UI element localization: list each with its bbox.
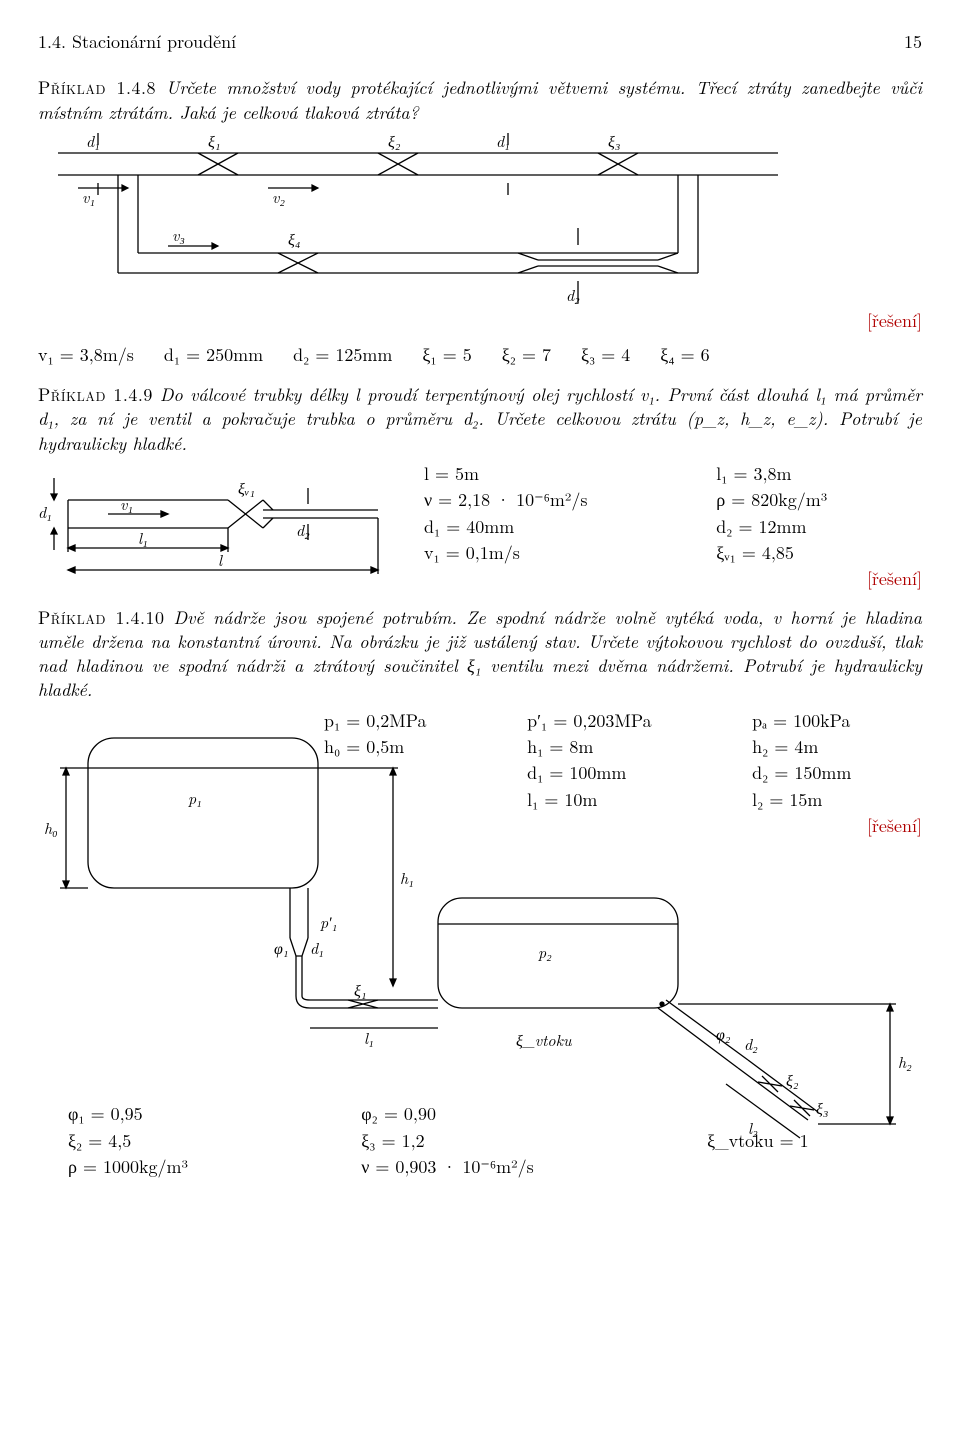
svg-text:ξ₁: ξ₁ [208, 133, 220, 152]
param [707, 1102, 922, 1126]
page-number: 15 [904, 30, 922, 54]
ex149-figure: d₁ v₁ ξᵥ₁ d₂ l₁ l [38, 470, 398, 580]
svg-text:ξ₁: ξ₁ [354, 978, 366, 1001]
ex149-solution-link[interactable]: [řešení] [424, 567, 922, 591]
ex148-solution-link[interactable]: [řešení] [867, 309, 922, 333]
svg-text:ξ₄: ξ₄ [288, 227, 300, 250]
param: h₂ = 4m [752, 735, 922, 759]
param: ρ = 1000kg/m³ [68, 1155, 301, 1179]
svg-text:ξ₂: ξ₂ [388, 133, 401, 152]
svg-text:ξ₃: ξ₃ [608, 133, 620, 152]
ex1410-statement: Příklad 1.4.10 Dvě nádrže jsou spojené p… [38, 606, 922, 703]
param: l = 5m [424, 462, 682, 486]
param: h₀ = 0,5m [324, 735, 497, 759]
param: d₂ = 150mm [752, 761, 922, 785]
svg-text:v₁: v₁ [82, 185, 95, 208]
section-title: 1.4. Stacionární proudění [38, 30, 236, 54]
param [707, 1155, 922, 1179]
param: ξ₁ = 5 [422, 343, 471, 367]
ex1410-solution-link[interactable]: [řešení] [324, 814, 922, 838]
param: v₁ = 0,1m/s [424, 541, 682, 565]
param: pₐ = 100kPa [752, 709, 922, 733]
ex148-statement: Příklad 1.4.8 Určete množství vody proté… [38, 76, 922, 125]
param: ξ₃ = 1,2 [361, 1129, 647, 1153]
param: ν = 0,903 · 10⁻⁶m²/s [361, 1155, 647, 1179]
param: ξ₂ = 4,5 [68, 1129, 301, 1153]
param: h₁ = 8m [527, 735, 722, 759]
svg-text:v₃: v₃ [172, 223, 185, 246]
param [324, 788, 497, 812]
ex148-text: Určete množství vody protékající jednotl… [38, 75, 922, 124]
param: ξᵥ₁ = 4,85 [716, 541, 922, 565]
svg-text:φ₁: φ₁ [274, 936, 288, 959]
svg-text:p₂: p₂ [538, 940, 552, 963]
svg-text:h₂: h₂ [898, 1050, 912, 1073]
param: φ₂ = 0,90 [361, 1102, 647, 1126]
ex1410-params: p₁ = 0,2MPa p′₁ = 0,203MPa pₐ = 100kPa h… [324, 709, 922, 812]
svg-text:h₁: h₁ [400, 866, 414, 889]
svg-text:d₂: d₂ [566, 283, 580, 306]
svg-text:d₁: d₁ [86, 133, 100, 152]
param: d₂ = 125mm [293, 343, 392, 367]
svg-text:h₀: h₀ [44, 816, 58, 839]
svg-text:ξ_vtoku: ξ_vtoku [516, 1028, 572, 1051]
svg-text:d₂: d₂ [744, 1032, 758, 1055]
param: ξ₄ = 6 [660, 343, 709, 367]
svg-text:ξ₂: ξ₂ [786, 1068, 799, 1091]
param [324, 761, 497, 785]
svg-text:p′₁: p′₁ [320, 910, 337, 933]
page-header: 1.4. Stacionární proudění 15 [38, 30, 922, 54]
pipe-network-diagram: d₁ ξ₁ ξ₂ d₁ ξ₃ v₁ v₂ v₃ ξ₄ d₂ [38, 133, 798, 333]
ex149-params: l = 5m l₁ = 3,8m ν = 2,18 · 10⁻⁶m²/s ρ =… [424, 462, 922, 565]
ex148-figure: d₁ ξ₁ ξ₂ d₁ ξ₃ v₁ v₂ v₃ ξ₄ d₂ [38, 133, 922, 333]
param: d₁ = 40mm [424, 515, 682, 539]
param: ξ₂ = 7 [502, 343, 551, 367]
ex149-statement: Příklad 1.4.9 Do válcové trubky délky l … [38, 383, 922, 456]
param: d₂ = 12mm [716, 515, 922, 539]
svg-text:d₁: d₁ [310, 936, 324, 959]
param: v₁ = 3,8m/s [38, 343, 134, 367]
svg-text:l: l [218, 548, 223, 571]
ex1410-text: Dvě nádrže jsou spojené potrubím. Ze spo… [38, 605, 922, 703]
ex1410-bottom-params: φ₁ = 0,95 φ₂ = 0,90 ξ₂ = 4,5 ξ₃ = 1,2 ξ_… [68, 1102, 922, 1179]
param: p₁ = 0,2MPa [324, 709, 497, 733]
param: l₁ = 3,8m [716, 462, 922, 486]
svg-text:ξᵥ₁: ξᵥ₁ [238, 476, 255, 499]
ex1410-label: Příklad 1.4.10 [38, 605, 164, 630]
svg-text:d₁: d₁ [38, 500, 52, 523]
param: p′₁ = 0,203MPa [527, 709, 722, 733]
param: φ₁ = 0,95 [68, 1102, 301, 1126]
ex148-label: Příklad 1.4.8 [38, 75, 156, 100]
svg-text:v₂: v₂ [272, 185, 285, 208]
svg-text:v₁: v₁ [120, 492, 133, 515]
param: l₂ = 15m [752, 788, 922, 812]
ex149-text: Do válcové trubky délky l proudí terpent… [38, 382, 922, 456]
ex148-params: v₁ = 3,8m/s d₁ = 250mm d₂ = 125mm ξ₁ = 5… [38, 343, 922, 367]
param: ξ₃ = 4 [581, 343, 630, 367]
svg-text:d₁: d₁ [496, 133, 510, 152]
ex149-row: d₁ v₁ ξᵥ₁ d₂ l₁ l l = 5m l₁ = 3,8m ν = 2… [38, 462, 922, 591]
svg-text:φ₂: φ₂ [716, 1022, 731, 1045]
svg-text:p₁: p₁ [188, 786, 202, 809]
svg-text:l₁: l₁ [364, 1026, 374, 1049]
param: d₁ = 250mm [164, 343, 263, 367]
param: l₁ = 10m [527, 788, 722, 812]
ex149-label: Příklad 1.4.9 [38, 382, 153, 407]
param: ρ = 820kg/m³ [716, 488, 922, 512]
param: ν = 2,18 · 10⁻⁶m²/s [424, 488, 682, 512]
svg-text:d₂: d₂ [296, 518, 310, 541]
param: ξ_vtoku = 1 [707, 1129, 922, 1153]
param: d₁ = 100mm [527, 761, 722, 785]
svg-text:l₁: l₁ [138, 526, 148, 549]
